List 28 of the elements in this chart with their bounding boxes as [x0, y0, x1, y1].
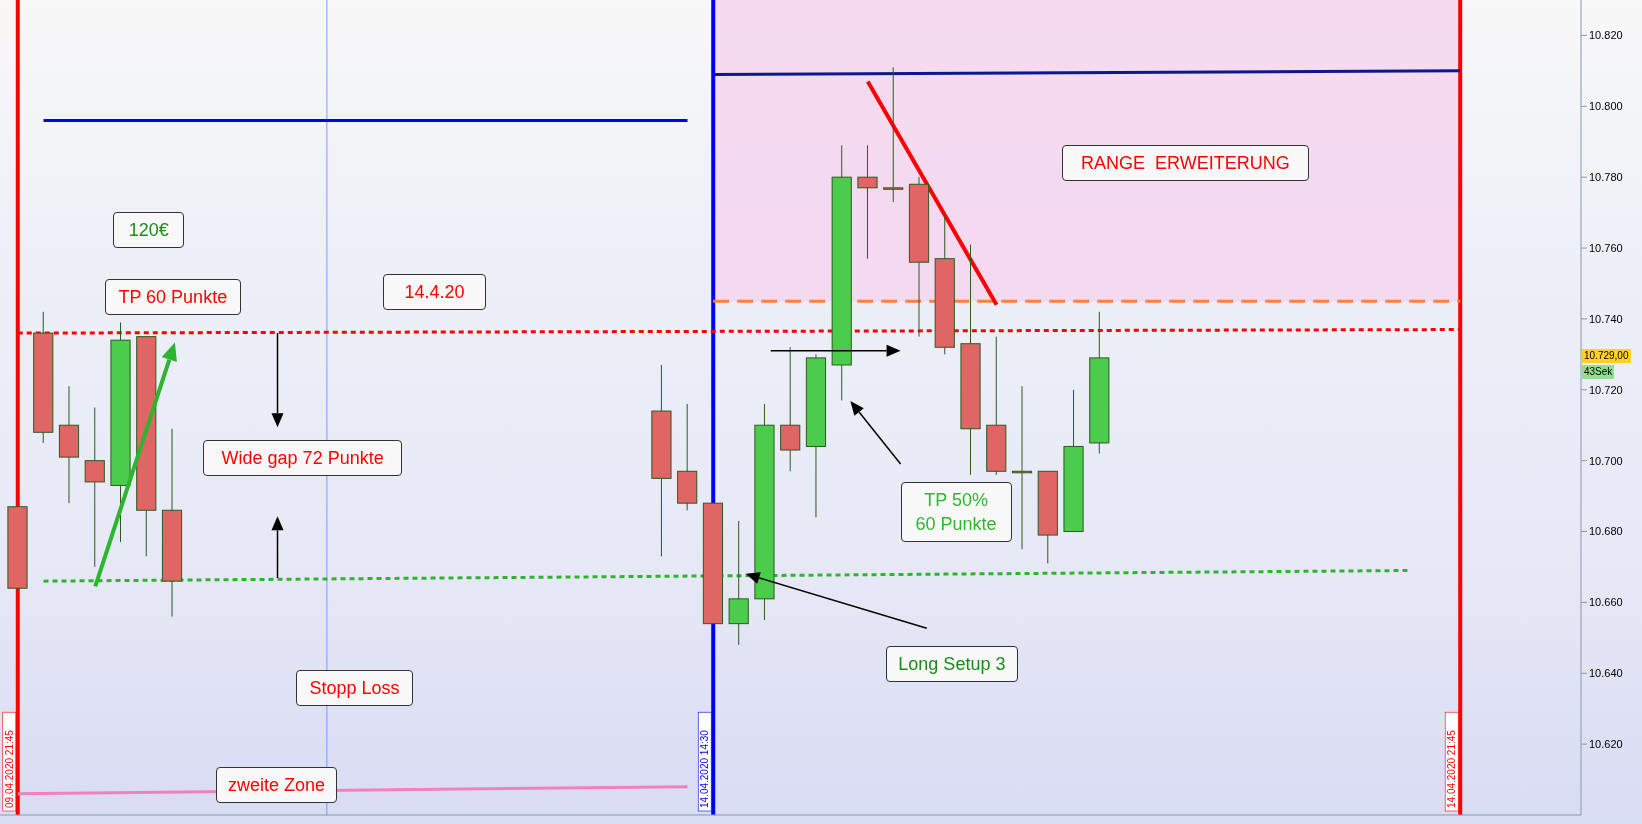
candlestick	[84, 407, 105, 568]
annotation: 120€	[113, 211, 185, 248]
annotation: 14.4.20	[383, 274, 486, 311]
y-tick-label: 10.740	[1589, 312, 1623, 325]
y-tick-label: 10.620	[1589, 738, 1623, 751]
candlestick	[883, 66, 904, 203]
annotation: TP 60 Punkte	[104, 278, 241, 315]
y-tick-label: 10.640	[1589, 667, 1623, 680]
y-tick-label: 10.720	[1589, 383, 1623, 396]
annotation: 09.04.2020 21:45	[3, 729, 15, 808]
candlestick	[857, 144, 878, 260]
annotation: Wide gap 72 Punkte	[203, 439, 403, 476]
y-tick-label: 10.780	[1589, 171, 1623, 184]
annotation: Long Setup 3	[885, 646, 1018, 683]
annotation: 14.04.2020 21:45	[1446, 729, 1458, 808]
annotation: Stopp Loss	[296, 670, 413, 707]
annotation: RANGE ERWEITERUNG	[1061, 144, 1309, 181]
text: 10.729,00	[1582, 349, 1631, 363]
y-tick-label: 10.820	[1589, 29, 1623, 42]
y-tick-label: 10.700	[1589, 454, 1623, 467]
y-tick-label: 10.660	[1589, 596, 1623, 609]
annotation: zweite Zone	[215, 766, 338, 803]
y-tick-label: 10.800	[1589, 100, 1623, 113]
annotation: 14.04.2020 14:30	[699, 729, 711, 808]
y-tick-label: 10.760	[1589, 241, 1623, 254]
text: 43Sek	[1582, 365, 1615, 379]
annotation: TP 50% 60 Punkte	[900, 481, 1012, 542]
y-tick-label: 10.680	[1589, 525, 1623, 538]
